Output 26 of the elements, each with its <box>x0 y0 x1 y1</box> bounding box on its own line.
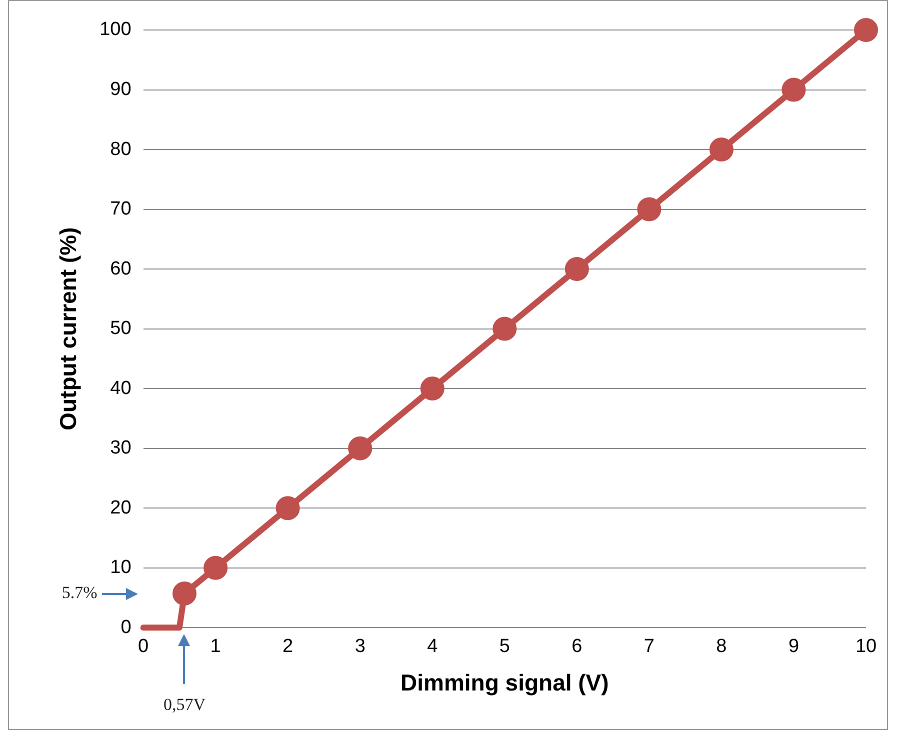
x-tick-label: 0 <box>138 636 149 658</box>
y-tick-label: 50 <box>110 318 132 340</box>
x-tick-label: 9 <box>788 636 800 658</box>
text: 5.7% <box>62 583 98 602</box>
x-tick-label: 7 <box>644 636 654 658</box>
y-tick-label: 10 <box>110 557 132 578</box>
y-tick-label: 80 <box>110 138 132 160</box>
x-tick-label: 3 <box>354 636 366 658</box>
x-tick-label: 6 <box>572 636 582 658</box>
y-tick-label: 30 <box>110 438 132 459</box>
x-tick-label: 1 <box>210 636 221 658</box>
y-tick-label: 20 <box>110 497 132 518</box>
y-tick-label: 0 <box>120 616 132 638</box>
x-tick-label: 4 <box>427 636 438 658</box>
y-tick-label: 40 <box>110 378 132 399</box>
y-axis-title: Output current (%) <box>55 227 82 430</box>
x-tick-label: 10 <box>855 636 877 658</box>
y-tick-label: 100 <box>100 19 132 40</box>
y-tick-label: 60 <box>110 258 132 280</box>
x-tick-label: 5 <box>499 636 510 658</box>
x-axis-title: Dimming signal (V) <box>400 670 609 696</box>
x-tick-label: 2 <box>282 636 294 658</box>
x-tick-label: 8 <box>716 636 727 658</box>
y-tick-label: 90 <box>110 78 132 100</box>
text: 0,57V <box>163 695 206 714</box>
y-tick-label: 70 <box>110 198 132 220</box>
